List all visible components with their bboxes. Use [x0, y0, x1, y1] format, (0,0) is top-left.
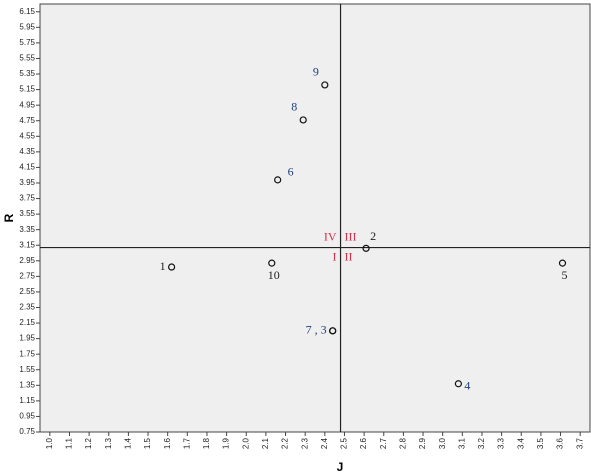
quadrant-label: III: [345, 229, 357, 243]
x-tick-label: 1.5: [143, 437, 152, 449]
x-tick-label: 1.6: [163, 437, 172, 449]
chart: R J 0.750.951.151.351.551.751.952.152.35…: [0, 0, 591, 476]
x-tick-label: 3.6: [556, 437, 565, 449]
x-tick-label: 1.4: [124, 437, 133, 449]
y-tick-label: 3.35: [19, 225, 35, 234]
x-tick-label: 3.4: [516, 437, 525, 449]
x-tick-label: 2.5: [340, 437, 349, 449]
y-tick-label: 5.95: [19, 22, 35, 31]
x-tick-label: 1.1: [65, 437, 74, 449]
point-label: 7 , 3: [306, 323, 327, 337]
x-tick-label: 2.2: [281, 437, 290, 449]
y-tick-label: 2.95: [19, 256, 35, 265]
x-tick-label: 2.9: [418, 437, 427, 449]
x-tick-label: 3.2: [477, 437, 486, 449]
y-tick-label: 4.35: [19, 147, 35, 156]
y-tick-label: 3.75: [19, 194, 35, 203]
y-tick-label: 2.55: [19, 287, 35, 296]
point-label: 8: [291, 100, 297, 114]
y-tick-label: 3.95: [19, 178, 35, 187]
quadrant-label: II: [345, 249, 353, 263]
y-tick-label: 1.55: [19, 365, 35, 374]
x-tick-label: 1.3: [104, 437, 113, 449]
y-tick-label: 5.75: [19, 38, 35, 47]
y-tick-label: 4.75: [19, 116, 35, 125]
point-label: 1: [160, 259, 166, 273]
y-tick-label: 0.75: [19, 427, 35, 436]
x-tick-label: 1.8: [202, 437, 211, 449]
y-tick-label: 5.35: [19, 69, 35, 78]
point-label: 4: [464, 379, 470, 393]
y-tick-label: 4.55: [19, 131, 35, 140]
y-tick-label: 1.15: [19, 396, 35, 405]
y-tick-label: 4.95: [19, 100, 35, 109]
point-label: 2: [370, 229, 376, 243]
x-tick-label: 2.3: [300, 437, 309, 449]
x-axis-label: J: [337, 460, 344, 474]
x-tick-label: 1.7: [182, 437, 191, 449]
y-tick-label: 1.35: [19, 380, 35, 389]
x-tick-label: 2.6: [359, 437, 368, 449]
y-tick-label: 5.55: [19, 54, 35, 63]
y-tick-label: 3.15: [19, 240, 35, 249]
x-tick-label: 3.1: [457, 437, 466, 449]
x-tick-label: 2.4: [320, 437, 329, 449]
y-tick-label: 1.75: [19, 349, 35, 358]
y-tick-label: 2.75: [19, 271, 35, 280]
x-tick-label: 1.2: [84, 437, 93, 449]
y-tick-label: 3.55: [19, 209, 35, 218]
x-tick-label: 3.7: [575, 437, 584, 449]
y-tick-label: 2.15: [19, 318, 35, 327]
y-tick-label: 4.15: [19, 163, 35, 172]
x-tick-label: 1.9: [222, 437, 231, 449]
x-tick-label: 2.1: [261, 437, 270, 449]
y-axis-label: R: [2, 213, 16, 222]
y-tick-label: 0.95: [19, 412, 35, 421]
point-label: 6: [288, 165, 294, 179]
x-tick-label: 3.5: [536, 437, 545, 449]
quadrant-label: I: [333, 249, 337, 263]
x-tick-label: 3.0: [438, 437, 447, 449]
x-tick-label: 1.0: [45, 437, 54, 449]
x-tick-label: 2.7: [379, 437, 388, 449]
point-label: 10: [268, 268, 280, 282]
y-tick-label: 2.35: [19, 303, 35, 312]
x-tick-label: 2.0: [241, 437, 250, 449]
x-tick-label: 2.8: [399, 437, 408, 449]
y-tick-label: 1.95: [19, 334, 35, 343]
quadrant-label: IV: [324, 229, 337, 243]
y-tick-label: 6.15: [19, 7, 35, 16]
point-label: 9: [313, 65, 319, 79]
x-tick-label: 3.3: [497, 437, 506, 449]
point-label: 5: [562, 268, 568, 282]
y-tick-label: 5.15: [19, 85, 35, 94]
